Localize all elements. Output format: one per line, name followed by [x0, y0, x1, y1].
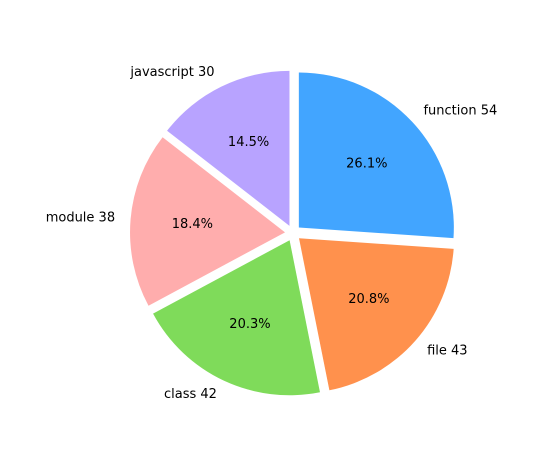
category-label-function: function 54 [423, 104, 497, 119]
category-label-file: file 43 [427, 343, 467, 358]
percent-label-module: 18.4% [172, 217, 213, 232]
percent-labels: 26.1% 20.8% 20.3% 18.4% 14.5% [172, 135, 390, 332]
category-label-class: class 42 [164, 387, 217, 402]
slice-file [299, 238, 454, 391]
slice-class [153, 240, 320, 396]
category-label-javascript: javascript 30 [129, 65, 214, 80]
percent-label-function: 26.1% [346, 157, 387, 172]
percent-label-javascript: 14.5% [228, 135, 269, 150]
slice-javascript [167, 70, 290, 226]
slice-module [130, 137, 286, 306]
percent-label-class: 20.3% [229, 317, 270, 332]
category-label-module: module 38 [46, 211, 115, 226]
pie-slices [130, 70, 454, 396]
slice-function [298, 72, 454, 239]
category-labels: function 54 file 43 class 42 module 38 javas… [46, 65, 498, 402]
percent-label-file: 20.8% [348, 292, 389, 307]
